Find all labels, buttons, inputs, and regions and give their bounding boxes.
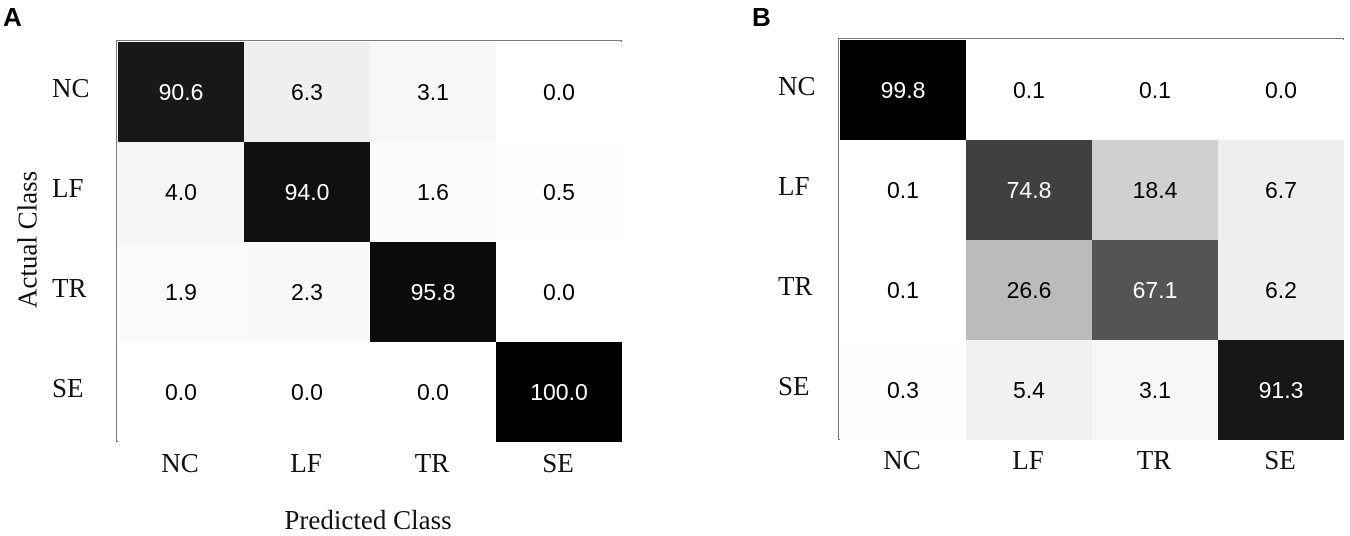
y-axis-title: Actual Class — [12, 170, 43, 309]
row-label: LF — [778, 171, 810, 201]
matrix-cell: 0.0 — [496, 42, 622, 142]
matrix-cell: 100.0 — [496, 342, 622, 442]
matrix-cell: 90.6 — [118, 42, 244, 142]
matrix-cell: 3.1 — [370, 42, 496, 142]
row-label: SE — [52, 373, 84, 403]
row-label: LF — [52, 173, 84, 203]
row-label: TR — [778, 271, 813, 301]
x-axis-title: Predicted Class — [284, 505, 452, 535]
row-label: SE — [778, 371, 810, 401]
matrix-cell: 1.6 — [370, 142, 496, 242]
column-label: TR — [414, 448, 450, 478]
matrix-cell: 99.8 — [840, 40, 966, 140]
confusion-matrix-grid: 99.8 0.1 0.1 0.0 0.1 74.8 18.4 6.7 0.1 26.6 67.1 6.… — [838, 38, 1344, 440]
matrix-cell: 6.7 — [1218, 140, 1344, 240]
matrix-cell: 67.1 — [1092, 240, 1218, 340]
matrix-cell: 0.1 — [840, 140, 966, 240]
row-label: NC — [778, 71, 816, 101]
matrix-cell: 26.6 — [966, 240, 1092, 340]
column-label: SE — [1264, 445, 1296, 475]
matrix-cell: 74.8 — [966, 140, 1092, 240]
panel-letter-b: B — [752, 2, 771, 32]
matrix-cell: 6.3 — [244, 42, 370, 142]
matrix-cell: 0.0 — [244, 342, 370, 442]
matrix-cell: 0.1 — [1092, 40, 1218, 140]
matrix-cell: 0.0 — [496, 242, 622, 342]
matrix-cell: 0.1 — [966, 40, 1092, 140]
column-label: LF — [1012, 445, 1044, 475]
matrix-cell: 5.4 — [966, 340, 1092, 440]
column-label: TR — [1136, 445, 1172, 475]
matrix-cell: 1.9 — [118, 242, 244, 342]
matrix-cell: 0.0 — [118, 342, 244, 442]
matrix-cell: 91.3 — [1218, 340, 1344, 440]
matrix-cell: 0.1 — [840, 240, 966, 340]
matrix-cell: 95.8 — [370, 242, 496, 342]
matrix-cell: 2.3 — [244, 242, 370, 342]
column-label: NC — [883, 445, 921, 475]
matrix-cell: 18.4 — [1092, 140, 1218, 240]
matrix-cell: 0.3 — [840, 340, 966, 440]
column-label: SE — [542, 448, 574, 478]
matrix-cell: 0.0 — [1218, 40, 1344, 140]
matrix-cell: 0.5 — [496, 142, 622, 242]
matrix-cell: 6.2 — [1218, 240, 1344, 340]
row-label: NC — [52, 73, 90, 103]
matrix-cell: 4.0 — [118, 142, 244, 242]
matrix-cell: 0.0 — [370, 342, 496, 442]
column-label: NC — [161, 448, 199, 478]
confusion-matrix-grid: 90.6 6.3 3.1 0.0 4.0 94.0 1.6 0.5 1.9 2.3 95.8 0.0 0… — [116, 40, 622, 442]
matrix-cell: 3.1 — [1092, 340, 1218, 440]
panel-letter-a: A — [3, 2, 22, 32]
matrix-cell: 94.0 — [244, 142, 370, 242]
column-label: LF — [290, 448, 322, 478]
row-label: TR — [52, 273, 87, 303]
